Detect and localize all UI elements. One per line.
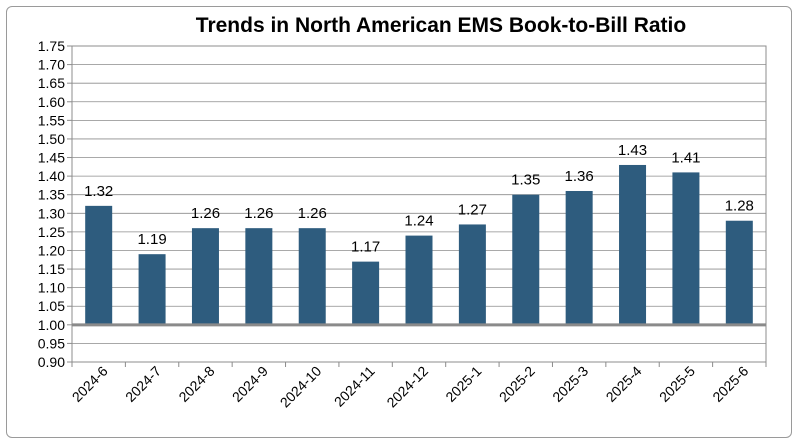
x-tick-label: 2025-2 <box>496 363 538 405</box>
data-label: 1.24 <box>404 213 433 230</box>
x-tick-label: 2024-8 <box>175 363 217 405</box>
y-tick-label: 1.50 <box>38 131 65 147</box>
y-tick-label: 1.10 <box>38 280 65 296</box>
bar <box>298 228 326 325</box>
bar <box>352 261 380 325</box>
bar <box>672 172 700 325</box>
data-label: 1.26 <box>298 205 327 222</box>
y-tick-label: 1.40 <box>38 168 65 184</box>
x-tick-label: 2025-1 <box>442 363 484 405</box>
chart-title: Trends in North American EMS Book-to-Bil… <box>195 14 687 37</box>
data-label: 1.32 <box>84 183 113 200</box>
y-tick-label: 0.95 <box>38 335 65 351</box>
data-label: 1.35 <box>511 172 540 189</box>
data-label: 1.17 <box>351 239 380 256</box>
x-tick-label: 2025-3 <box>549 363 591 405</box>
data-label: 1.19 <box>137 231 166 248</box>
y-tick-label: 1.30 <box>38 205 65 221</box>
data-label: 1.43 <box>618 142 647 159</box>
y-tick-label: 1.75 <box>38 38 65 54</box>
bar <box>138 254 166 325</box>
x-tick-label: 2024-7 <box>122 363 164 405</box>
bar <box>85 205 113 325</box>
data-label: 1.26 <box>191 205 220 222</box>
chart-frame <box>6 6 792 438</box>
y-tick-label: 1.05 <box>38 298 65 314</box>
data-label: 1.36 <box>565 168 594 185</box>
data-label: 1.26 <box>244 205 273 222</box>
y-tick-label: 1.25 <box>38 224 65 240</box>
y-tick-label: 1.00 <box>38 317 65 333</box>
data-label: 1.28 <box>725 198 754 215</box>
x-tick-label: 2024-10 <box>277 363 325 411</box>
y-tick-label: 1.60 <box>38 94 65 110</box>
bar <box>619 164 647 325</box>
bar <box>565 190 593 325</box>
y-tick-label: 1.65 <box>38 75 65 91</box>
y-tick-label: 1.70 <box>38 57 65 73</box>
y-tick-label: 1.45 <box>38 150 65 166</box>
bar <box>725 220 753 325</box>
bar <box>245 228 273 325</box>
x-tick-label: 2024-12 <box>383 363 431 411</box>
x-tick-label: 2024-9 <box>229 363 271 405</box>
x-tick-label: 2025-5 <box>656 363 698 405</box>
data-label: 1.27 <box>458 201 487 218</box>
x-tick-label: 2024-6 <box>69 363 111 405</box>
x-tick-label: 2024-11 <box>331 363 378 410</box>
y-tick-label: 1.20 <box>38 242 65 258</box>
bar <box>458 224 486 325</box>
x-tick-label: 2025-6 <box>709 363 751 405</box>
bar <box>191 228 219 325</box>
y-tick-label: 0.90 <box>38 354 65 370</box>
y-tick-label: 1.15 <box>38 261 65 277</box>
data-label: 1.41 <box>671 149 700 166</box>
y-tick-label: 1.55 <box>38 112 65 128</box>
y-tick-label: 1.35 <box>38 187 65 203</box>
x-tick-label: 2025-4 <box>603 363 645 405</box>
bar <box>512 194 540 325</box>
bar <box>405 235 433 325</box>
